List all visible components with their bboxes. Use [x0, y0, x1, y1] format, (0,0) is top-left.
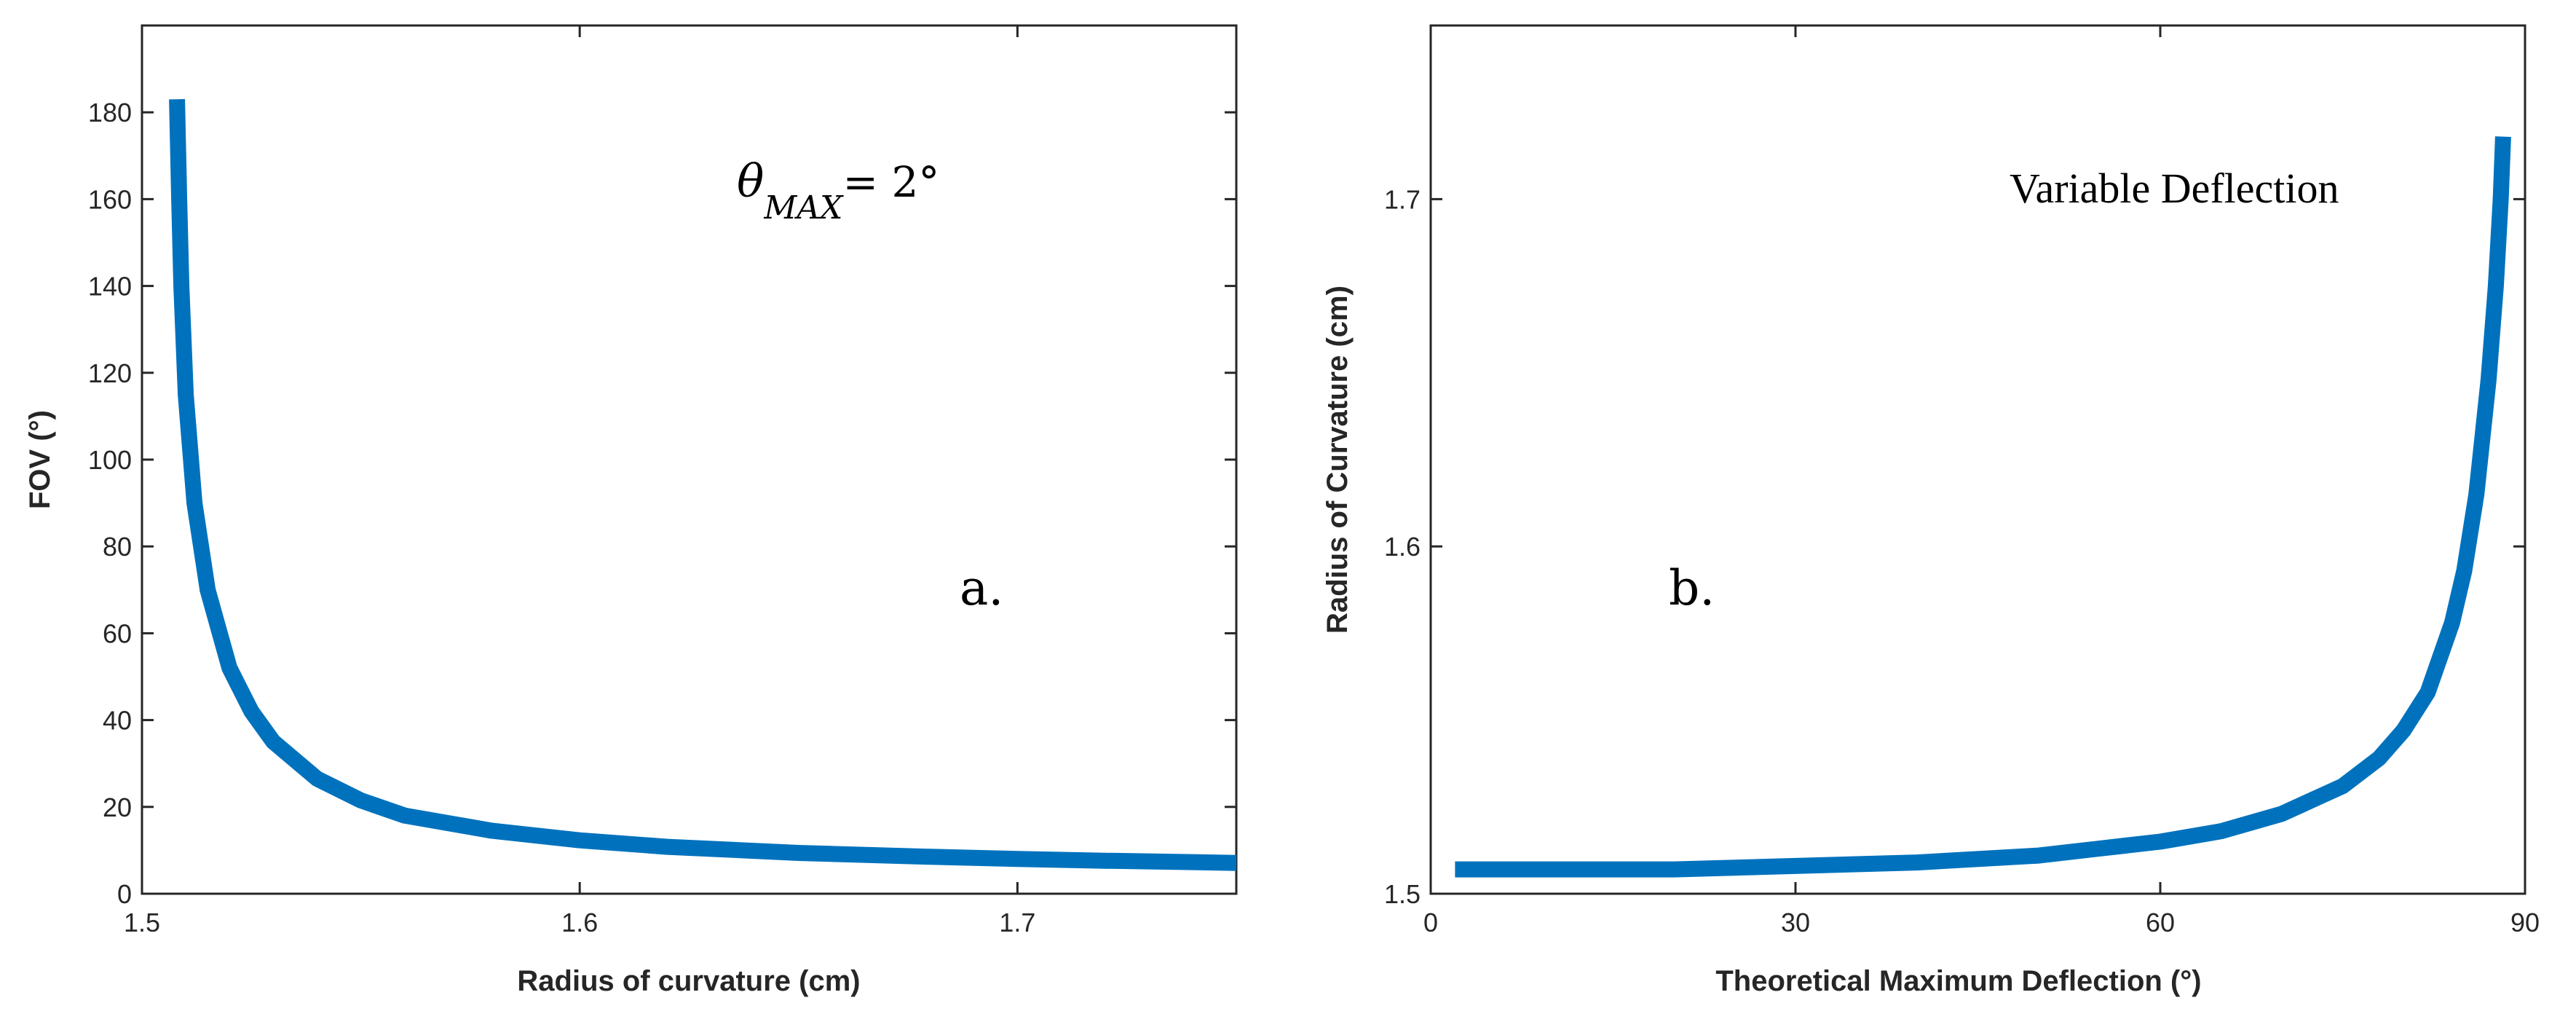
panel-a-y-tick-label: 140	[88, 272, 132, 302]
panel-b-x-tick-label: 60	[2146, 908, 2175, 937]
panel-b-x-axis-label: Theoretical Maximum Deflection (°)	[1715, 965, 2201, 997]
panel-a-y-tick-label: 20	[103, 792, 132, 822]
panel-b-x-tick-label: 30	[1781, 908, 1810, 937]
panel-b-y-axis-label: Radius of Curvature (cm)	[1321, 286, 1354, 634]
panel-b-x-tick-label: 90	[2510, 908, 2540, 937]
theta-symbol: θ	[737, 154, 764, 208]
panel-b: 0 30 60 90 1.5 1.6 1.7 Theoretical Maximum Def…	[1321, 24, 2540, 997]
panel-a-y-tick-label: 120	[88, 358, 132, 388]
panel-a: 1.5 1.6 1.7 0 20 40 60 80 100 120 140 160 180 Radius…	[24, 24, 1238, 997]
theta-max-annotation: θMAX= 2°	[737, 154, 939, 227]
panel-b-label: b.	[1669, 560, 1715, 616]
panel-a-y-tick-label: 60	[103, 618, 132, 648]
panel-a-x-tick-label: 1.5	[124, 908, 160, 937]
panel-a-marks	[169, 99, 1237, 871]
panel-b-axes-box	[1429, 24, 2526, 895]
theta-subscript: MAX	[763, 189, 844, 227]
panel-a-y-tick-label: 100	[88, 445, 132, 475]
panel-b-ticks: 0 30 60 90 1.5 1.6 1.7	[1384, 25, 2540, 937]
theta-value: = 2°	[842, 157, 939, 207]
panel-b-marks	[1455, 136, 2511, 878]
panel-a-x-axis-label: Radius of curvature (cm)	[517, 965, 860, 997]
panel-b-x-tick-label: 0	[1423, 908, 1438, 937]
panel-a-y-axis-label: FOV (°)	[24, 410, 56, 509]
panel-b-y-tick-label: 1.5	[1384, 879, 1421, 909]
variable-deflection-annotation: Variable Deflection	[2010, 165, 2339, 212]
panel-b-y-tick-label: 1.6	[1384, 532, 1421, 562]
panel-a-x-tick-label: 1.7	[999, 908, 1035, 937]
panel-a-y-tick-label: 160	[88, 184, 132, 214]
panel-b-y-tick-label: 1.7	[1384, 184, 1421, 214]
panel-a-axes-box	[141, 24, 1238, 895]
panel-a-y-tick-label: 0	[117, 879, 132, 909]
panel-a-y-tick-label: 180	[88, 98, 132, 127]
panel-b-series-line	[1455, 136, 2511, 878]
panel-a-x-tick-label: 1.6	[561, 908, 598, 937]
panel-a-y-tick-label: 80	[103, 532, 132, 562]
panel-a-y-tick-label: 40	[103, 706, 132, 736]
panel-a-label: a.	[960, 560, 1003, 616]
panel-a-series-line	[169, 99, 1237, 871]
panel-a-ticks: 1.5 1.6 1.7 0 20 40 60 80 100 120 140 160 180	[88, 25, 1236, 937]
